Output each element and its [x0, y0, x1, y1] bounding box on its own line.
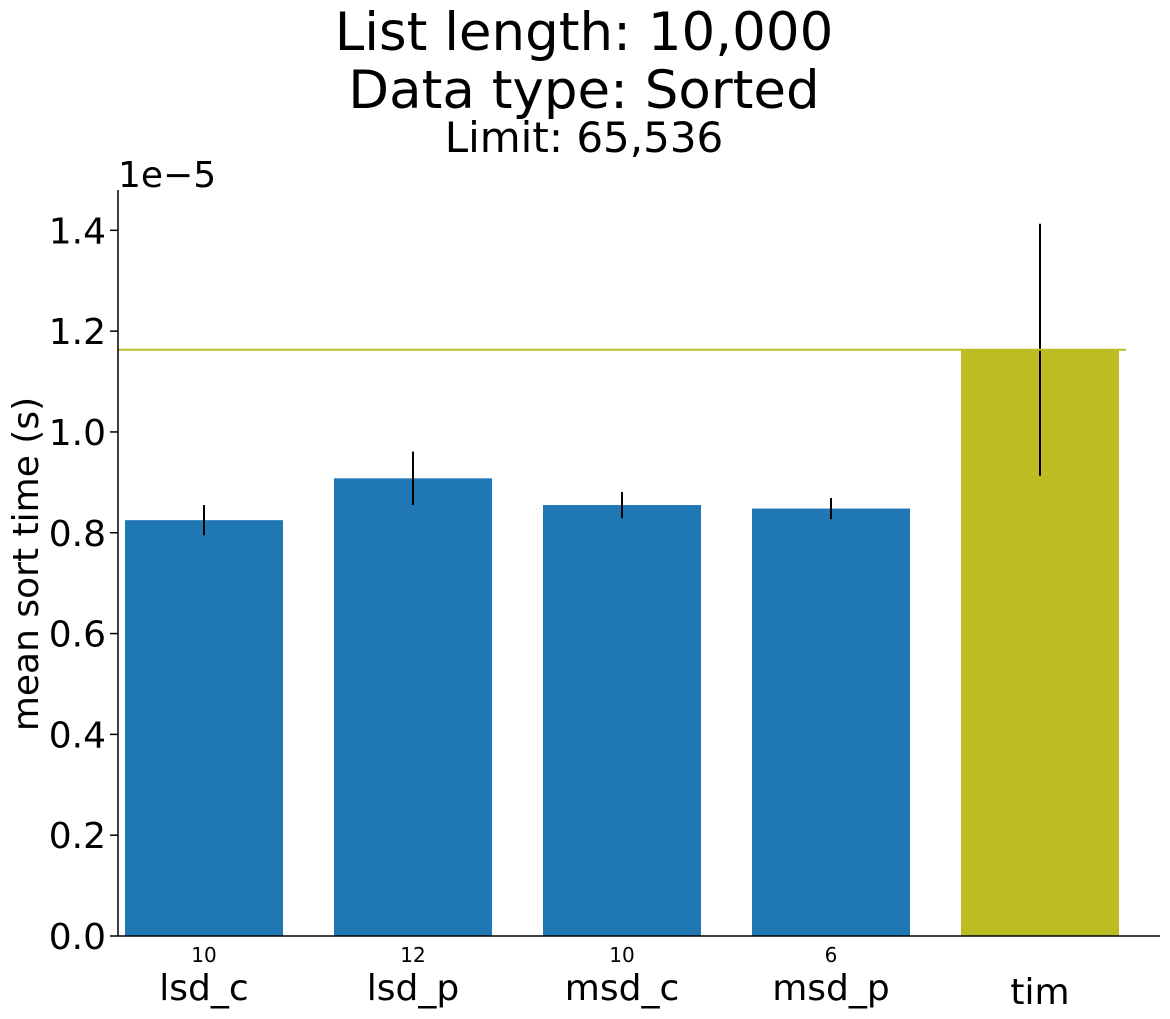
bar-lsd_c — [125, 520, 283, 936]
y-axis-label: mean sort time (s) — [6, 397, 47, 731]
chart-title-line-1: List length: 10,000 — [335, 2, 834, 63]
bar-lsd_p — [334, 478, 492, 936]
chart-subtitle: Limit: 65,536 — [445, 113, 724, 162]
y-ticks-group: 0.0 0.2 0.4 0.6 0.8 1.0 1.2 1.4 — [49, 211, 118, 958]
bar-annotation-msd_c: 10 — [609, 943, 634, 967]
bar-msd_p — [752, 508, 910, 936]
y-tick-label: 1.0 — [49, 413, 106, 454]
y-tick-label: 0.4 — [49, 715, 106, 756]
bar-msd_c — [543, 505, 701, 936]
y-tick-label: 1.4 — [49, 211, 106, 252]
y-tick-label: 0.2 — [49, 816, 106, 857]
bar-annotation-lsd_c: 10 — [191, 943, 216, 967]
bar-annotation-lsd_p: 12 — [400, 943, 425, 967]
x-ticks-group: lsd_c lsd_p msd_c msd_p tim — [159, 968, 1069, 1013]
x-tick-label-msd_c: msd_c — [565, 968, 679, 1009]
error-bars-group — [203, 223, 1041, 536]
x-tick-label-msd_p: msd_p — [772, 968, 890, 1009]
y-offset-label: 1e−5 — [118, 155, 216, 196]
y-tick-label: 0.8 — [49, 514, 106, 555]
chart-title-line-2: Data type: Sorted — [348, 60, 819, 121]
x-tick-label-lsd_c: lsd_c — [159, 968, 248, 1009]
y-tick-label: 0.6 — [49, 615, 106, 656]
x-tick-label-tim: tim — [1010, 972, 1069, 1013]
y-tick-label: 1.2 — [49, 312, 106, 353]
bar-annotation-msd_p: 6 — [825, 943, 838, 967]
axes-group — [117, 190, 1160, 937]
y-tick-label: 0.0 — [49, 917, 106, 958]
bars-group — [125, 349, 1119, 936]
bar-annotations-group: 10 12 10 6 — [191, 943, 837, 967]
x-tick-label-lsd_p: lsd_p — [367, 968, 459, 1009]
